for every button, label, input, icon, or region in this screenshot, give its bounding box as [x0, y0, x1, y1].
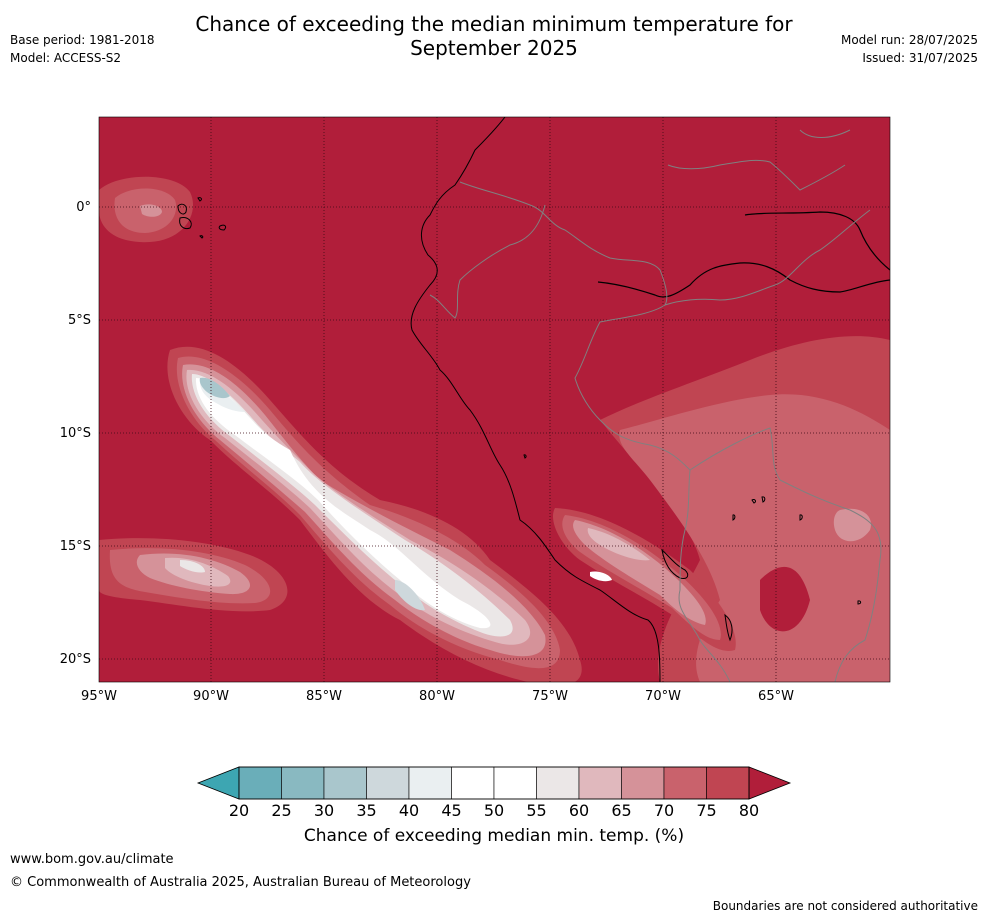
map-plot-area — [99, 117, 890, 682]
colorbar-tick-60: 60 — [569, 801, 589, 820]
colorbar-tick-70: 70 — [654, 801, 674, 820]
footer-boundaries-note: Boundaries are not considered authoritat… — [712, 899, 978, 913]
ocean-tongue-35 — [199, 377, 230, 399]
lake-titicaca — [661, 548, 689, 579]
title-line-2: September 2025 — [410, 36, 578, 60]
colorbar-segment-50 — [493, 766, 537, 800]
colorbar-label: Chance of exceeding median min. temp. (%… — [303, 826, 685, 846]
colorbar-segment-45 — [451, 766, 495, 800]
lat-tick-20s: 20°S — [60, 652, 91, 667]
left-metadata: Base period: 1981-2018 Model: ACCESS-S2 — [10, 31, 155, 67]
south-america-coastline — [410, 117, 661, 682]
colorbar-tick-80: 80 — [739, 801, 759, 820]
colorbar-tick-40: 40 — [399, 801, 419, 820]
colorbar-tick-45: 45 — [441, 801, 461, 820]
colorbar-under-arrow — [196, 766, 240, 800]
colorbar-tick-50: 50 — [484, 801, 504, 820]
colorbar-segment-75 — [706, 766, 750, 800]
colorbar-tick-65: 65 — [611, 801, 631, 820]
lat-tick-10s: 10°S — [60, 426, 91, 441]
colorbar-segment-55 — [536, 766, 580, 800]
lon-tick-75w: 75°W — [532, 689, 568, 704]
colorbar-segment-25 — [281, 766, 325, 800]
model-text: Model: ACCESS-S2 — [10, 51, 122, 65]
colorbar-segment-40 — [408, 766, 452, 800]
lat-tick-0: 0° — [76, 200, 91, 215]
colorbar-frame — [238, 766, 750, 800]
colorbar: 20 25 30 35 40 45 50 55 60 65 70 75 80 — [196, 766, 792, 820]
base-period-text: Base period: 1981-2018 — [10, 33, 155, 47]
footer-copyright: © Commonwealth of Australia 2025, Austra… — [10, 875, 471, 890]
land-anomaly-70 — [619, 394, 890, 682]
colorbar-tick-55: 55 — [526, 801, 546, 820]
colorbar-tick-30: 30 — [314, 801, 334, 820]
galapagos-anomaly-65 — [140, 204, 162, 217]
colorbar-segments — [238, 766, 750, 800]
lon-tick-70w: 70°W — [645, 689, 681, 704]
small-lakes — [523, 454, 862, 642]
lon-tick-80w: 80°W — [419, 689, 455, 704]
land-darker-patch — [760, 566, 810, 632]
colorbar-segment-60 — [578, 766, 622, 800]
colorbar-segment-70 — [663, 766, 707, 800]
lon-tick-65w: 65°W — [758, 689, 794, 704]
colorbar-tick-35: 35 — [356, 801, 376, 820]
footer-url-link[interactable]: www.bom.gov.au/climate — [10, 852, 174, 867]
galapagos-islands — [177, 197, 227, 239]
caribbean-coastline — [597, 211, 890, 298]
lat-tick-15s: 15°S — [60, 539, 91, 554]
country-borders — [429, 129, 882, 682]
coastal-anomaly-60 — [587, 528, 650, 561]
lon-tick-85w: 85°W — [306, 689, 342, 704]
map-frame — [98, 116, 891, 683]
model-run-text: Model run: 28/07/2025 — [840, 33, 978, 47]
colorbar-segment-65 — [621, 766, 665, 800]
lat-tick-5s: 5°S — [68, 313, 91, 328]
colorbar-over-arrow — [748, 766, 792, 800]
title-line-1: Chance of exceeding the median minimum t… — [195, 12, 793, 36]
issued-text: Issued: 31/07/2025 — [862, 51, 978, 65]
lon-tick-95w: 95°W — [81, 689, 117, 704]
colorbar-segment-30 — [323, 766, 367, 800]
colorbar-tick-20: 20 — [229, 801, 249, 820]
coastal-anomaly-50 — [590, 571, 612, 582]
ocean-tongue-50 — [195, 378, 491, 629]
lon-tick-90w: 90°W — [193, 689, 229, 704]
colorbar-segment-35 — [366, 766, 410, 800]
southern-band-55 — [180, 560, 205, 573]
right-metadata: Model run: 28/07/2025 Issued: 31/07/2025 — [841, 31, 978, 67]
colorbar-tick-75: 75 — [696, 801, 716, 820]
lat-tick-labels: 0° 5°S 10°S 15°S 20°S — [60, 200, 91, 667]
colorbar-tick-25: 25 — [271, 801, 291, 820]
graticule — [99, 117, 890, 682]
lon-tick-labels: 95°W 90°W 85°W 80°W 75°W 70°W 65°W — [81, 689, 794, 704]
colorbar-tick-labels: 20 25 30 35 40 45 50 55 60 65 70 75 80 — [229, 801, 759, 820]
chart-title: Chance of exceeding the median minimum t… — [0, 12, 988, 60]
ocean-tongue-40 — [395, 580, 425, 611]
colorbar-segment-20 — [238, 766, 282, 800]
